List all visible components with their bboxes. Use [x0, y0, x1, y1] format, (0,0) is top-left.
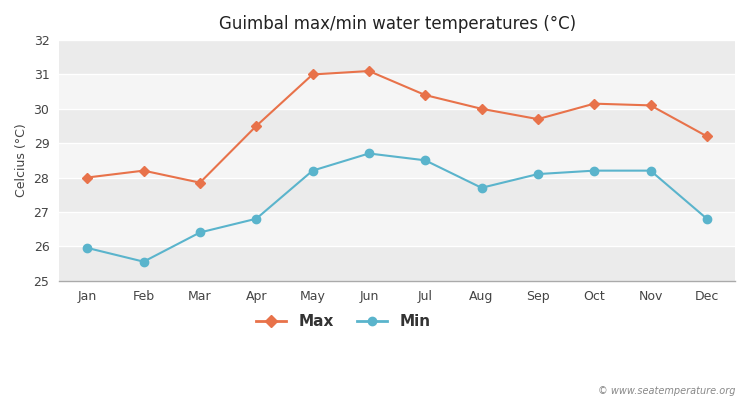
Min — [82, 246, 92, 250]
Min — [477, 186, 486, 190]
Max — [364, 69, 374, 74]
Bar — [59, 246, 735, 280]
Bar — [59, 212, 735, 246]
Max — [82, 175, 92, 180]
Max — [196, 180, 205, 185]
Max — [421, 93, 430, 98]
Min — [533, 172, 542, 176]
Max — [533, 117, 542, 122]
Y-axis label: Celcius (°C): Celcius (°C) — [15, 124, 28, 197]
Min — [702, 216, 711, 221]
Max — [140, 168, 148, 173]
Text: © www.seatemperature.org: © www.seatemperature.org — [598, 386, 735, 396]
Bar — [59, 40, 735, 74]
Min — [196, 230, 205, 235]
Max — [252, 124, 261, 128]
Max — [477, 106, 486, 111]
Bar — [59, 74, 735, 109]
Bar — [59, 178, 735, 212]
Line: Max: Max — [83, 67, 711, 186]
Max — [646, 103, 655, 108]
Min — [421, 158, 430, 163]
Max — [590, 101, 598, 106]
Max — [702, 134, 711, 139]
Min — [364, 151, 374, 156]
Min — [140, 259, 148, 264]
Max — [308, 72, 317, 77]
Title: Guimbal max/min water temperatures (°C): Guimbal max/min water temperatures (°C) — [218, 15, 576, 33]
Bar — [59, 109, 735, 143]
Min — [308, 168, 317, 173]
Bar — [59, 143, 735, 178]
Min — [646, 168, 655, 173]
Line: Min: Min — [83, 149, 711, 266]
Legend: Max, Min: Max, Min — [250, 308, 436, 336]
Min — [252, 216, 261, 221]
Min — [590, 168, 598, 173]
